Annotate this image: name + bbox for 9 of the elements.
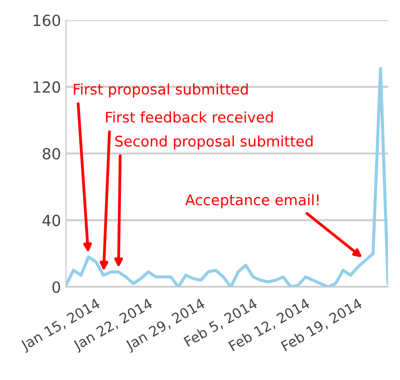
y-tick-label: 80 [42,148,60,160]
y-tick-label: 160 [34,14,60,26]
y-tick-label: 0 [52,281,60,293]
y-tick-label: 120 [34,81,60,93]
annotation: Acceptance email! [185,194,319,208]
annotation: First feedback received [106,111,273,123]
annotation: Second proposal submitted [115,135,313,150]
y-tick-label: 40 [42,214,60,226]
annotation: First proposal submitted [74,83,248,98]
